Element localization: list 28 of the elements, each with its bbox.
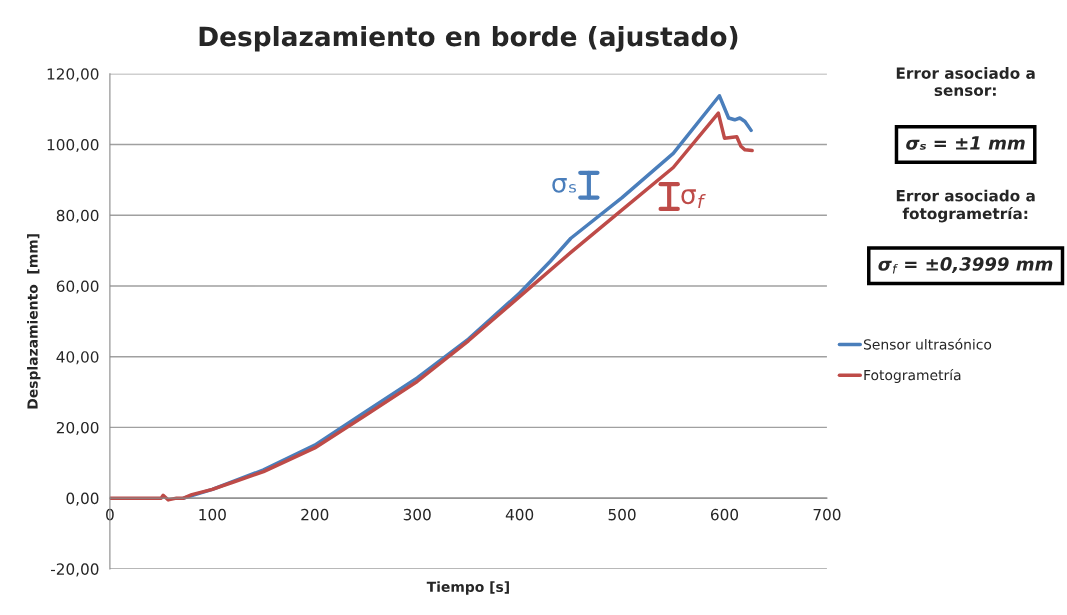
y-tick-label: 20,00 <box>56 421 99 436</box>
x-axis-title: Tiempo [s] <box>426 581 509 595</box>
annotation: σ$_{f}$ <box>681 189 706 209</box>
text: Error asociado a sensor: <box>896 67 1035 97</box>
x-tick-label: 300 <box>403 508 431 521</box>
text: Error asociado a fotogrametría: <box>896 189 1035 223</box>
chart-title: Desplazamiento en borde (ajustado) <box>199 25 738 52</box>
x-tick-label: 400 <box>505 508 534 521</box>
y-tick-label: 40,00 <box>56 351 99 365</box>
y-tick-label: 80,00 <box>56 209 99 223</box>
line-series <box>109 111 754 502</box>
y-tick-label: 60,00 <box>56 280 99 294</box>
y-tick-label: -20,00 <box>50 563 99 577</box>
x-tick-label: 100 <box>199 508 226 521</box>
y-axis-title: Desplazamiento [mm] <box>27 234 41 409</box>
annotation: σₛ <box>552 178 577 193</box>
x-tick-label: 700 <box>813 508 841 521</box>
y-tick-label: 0,00 <box>66 492 99 506</box>
x-tick-label: 600 <box>710 508 739 521</box>
x-tick-label: 500 <box>608 508 636 521</box>
legend-label: Sensor ultrasónico <box>863 338 992 350</box>
x-tick-label: 200 <box>301 508 329 521</box>
text: σ$_{f}$ = ±0,3999 mm <box>878 257 1053 274</box>
legend-label: Fotogrametría <box>864 369 961 383</box>
y-tick-label: 120,00 <box>47 68 99 82</box>
x-tick-label: 0 <box>106 508 114 521</box>
y-tick-label: 100,00 <box>47 138 99 153</box>
text: σₛ = ±1 mm <box>906 136 1025 150</box>
